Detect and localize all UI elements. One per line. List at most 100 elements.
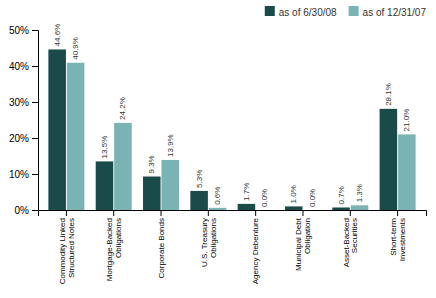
y-tick-label: 30% <box>9 97 29 108</box>
y-tick-label: 0% <box>15 205 30 216</box>
y-tick-label: 50% <box>9 25 29 36</box>
x-tick-mark <box>302 210 303 216</box>
y-tick-label: 10% <box>9 169 29 180</box>
x-tick-mark <box>255 210 256 216</box>
data-label: 21.0% <box>402 109 411 132</box>
x-tick-label-line: Asset-Backed <box>342 218 351 267</box>
y-tick-label: 20% <box>9 133 29 144</box>
bar <box>285 206 303 210</box>
y-tick-mark <box>32 66 38 67</box>
x-tick-label-line: Agency Debenture <box>251 217 260 284</box>
x-tick-label-line: Structured Notes <box>67 218 76 278</box>
x-tick-label-line: Obligation <box>303 218 312 254</box>
y-tick: 40% <box>9 61 38 72</box>
legend-label: as of 6/30/08 <box>279 7 337 18</box>
legend-label: as of 12/31/07 <box>363 7 427 18</box>
x-tick-label: Commodity LinkedStructured Notes <box>58 218 76 284</box>
y-tick: 50% <box>9 25 38 36</box>
x-axis-line <box>39 211 427 217</box>
bar <box>161 160 179 210</box>
y-tick-mark <box>32 30 38 31</box>
plot: 0% 10% 20% 30% 40% 50% Commodity LinkedStructu… <box>9 24 427 285</box>
bar <box>332 207 350 210</box>
y-tick-label: 40% <box>9 61 29 72</box>
x-tick-mark <box>113 210 114 216</box>
x-tick-label: Short-termInvestments <box>389 218 407 261</box>
data-label: 1.3% <box>355 184 364 202</box>
x-tick: Agency Debenture <box>251 210 260 284</box>
bar <box>143 177 161 210</box>
x-tick-label: Municipal DebtObligation <box>294 217 312 271</box>
x-tick-label: Mortgage-BackedObligations <box>105 218 123 281</box>
x-tick: Asset-BackedSecurities <box>342 210 360 267</box>
bar <box>114 123 132 210</box>
x-tick-label-line: Municipal Debt <box>294 217 303 271</box>
data-label: 1.7% <box>242 183 251 201</box>
x-tick-mark <box>161 210 162 216</box>
data-labels: 44.6%13.5%9.3%5.3%1.7%1.0%0.7%28.1%40.9%… <box>53 24 412 207</box>
legend-item: as of 6/30/08 <box>265 6 337 18</box>
bar-series <box>67 63 416 210</box>
data-label: 24.2% <box>118 97 127 120</box>
legend-swatch <box>265 6 275 16</box>
bar <box>351 205 369 210</box>
x-tick-mark <box>208 210 209 216</box>
x-tick-label-line: Short-term <box>389 218 398 256</box>
bar <box>48 49 66 210</box>
legend-item: as of 12/31/07 <box>349 6 427 18</box>
data-label: 28.1% <box>384 83 393 106</box>
x-tick-label-line: U.S. Treasury <box>200 218 209 267</box>
bar <box>190 191 208 210</box>
x-tick-label: Agency Debenture <box>251 217 260 284</box>
bar <box>380 109 398 210</box>
x-tick-mark <box>66 210 67 216</box>
bar-series <box>48 49 397 210</box>
y-tick-mark <box>32 174 38 175</box>
y-tick: 30% <box>9 97 38 108</box>
x-tick-label-line: Obligations <box>209 218 218 258</box>
bar <box>238 204 256 210</box>
bar <box>67 63 85 210</box>
y-tick: 10% <box>9 169 38 180</box>
bar <box>303 210 321 211</box>
x-axis: Commodity LinkedStructured Notes Mortgage… <box>39 210 427 284</box>
legend-swatch <box>349 6 359 16</box>
x-tick-label-line: Corporate Bonds <box>157 218 166 278</box>
y-axis-line <box>32 31 39 211</box>
y-tick: 20% <box>9 133 38 144</box>
x-tick: Corporate Bonds <box>157 210 166 278</box>
bar <box>398 134 416 210</box>
x-tick-label-line: Obligations <box>114 218 123 258</box>
x-tick: Short-termInvestments <box>389 210 407 261</box>
x-tick-label: Asset-BackedSecurities <box>342 218 360 267</box>
bar <box>96 161 114 210</box>
data-label: 0.0% <box>308 189 317 207</box>
data-label: 40.9% <box>71 37 80 60</box>
y-tick: 0% <box>15 205 38 216</box>
data-label: 0.6% <box>213 187 222 205</box>
x-tick-label-line: Commodity Linked <box>58 218 67 284</box>
data-label: 13.5% <box>100 136 109 159</box>
data-label: 0.0% <box>260 189 269 207</box>
x-tick-mark <box>350 210 351 216</box>
bar <box>209 208 227 210</box>
bars <box>48 49 415 210</box>
x-tick-label-line: Investments <box>398 218 407 261</box>
y-tick-mark <box>32 138 38 139</box>
data-label: 44.6% <box>53 24 62 47</box>
y-axis: 0% 10% 20% 30% 40% 50% <box>9 25 39 216</box>
chart: 0% 10% 20% 30% 40% 50% Commodity LinkedStructu… <box>0 0 436 298</box>
y-tick-mark <box>32 102 38 103</box>
bar <box>256 210 274 211</box>
data-label: 0.7% <box>337 186 346 204</box>
x-tick-label-line: Securities <box>350 218 359 253</box>
data-label: 5.3% <box>195 170 204 188</box>
data-label: 13.9% <box>166 134 175 157</box>
x-tick-label: Corporate Bonds <box>157 218 166 278</box>
data-label: 1.0% <box>289 185 298 203</box>
y-tick-mark <box>32 210 38 211</box>
x-tick-mark <box>397 210 398 216</box>
x-tick: U.S. TreasuryObligations <box>200 210 218 267</box>
x-tick: Mortgage-BackedObligations <box>105 210 123 281</box>
legend: as of 6/30/08 as of 12/31/07 <box>265 6 427 18</box>
